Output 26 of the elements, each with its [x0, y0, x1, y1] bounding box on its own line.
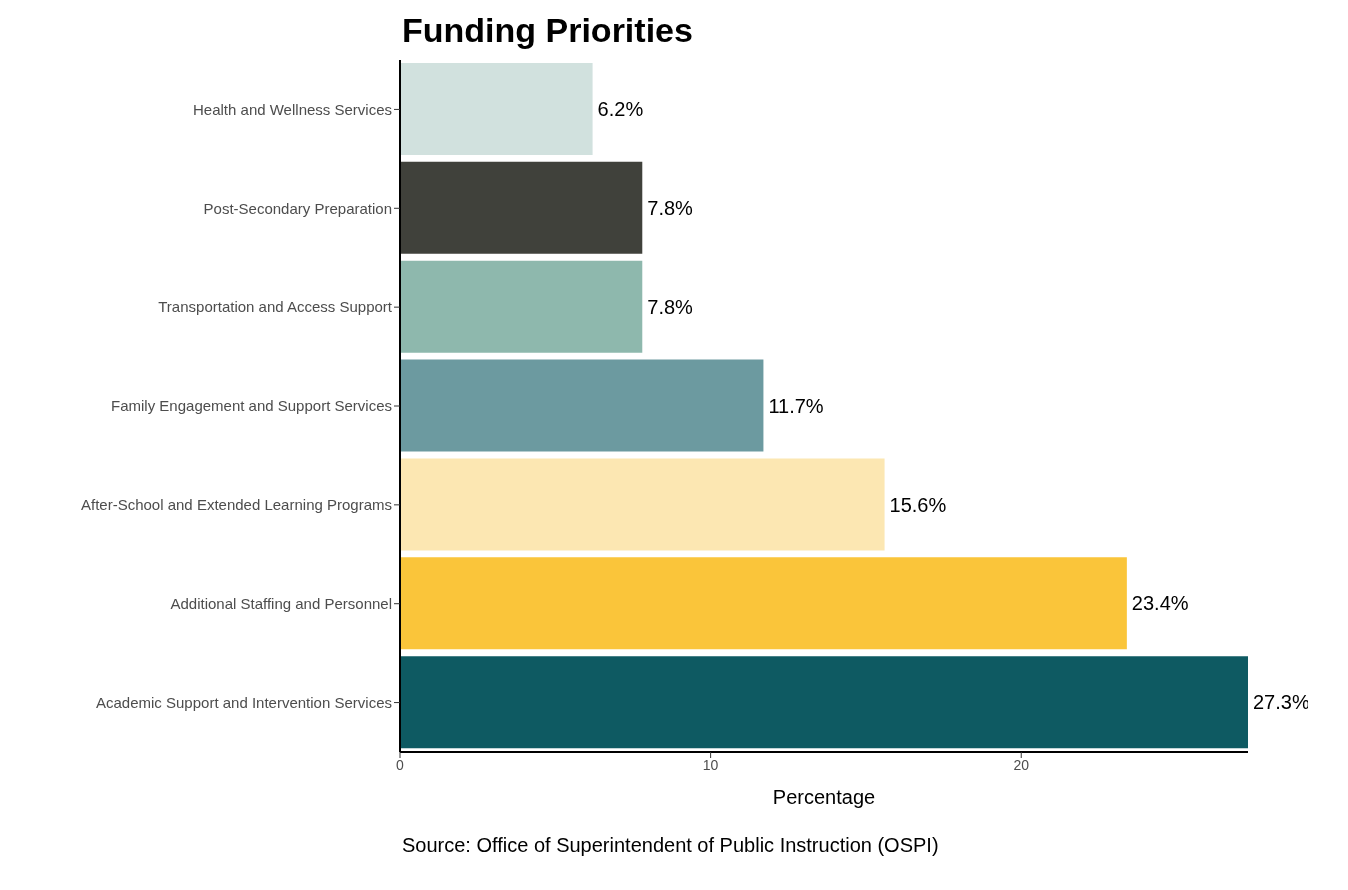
x-tick-label: 10	[702, 756, 719, 773]
data-label: 7.8%	[647, 196, 694, 219]
data-label: 11.7%	[768, 394, 824, 417]
bar	[400, 656, 1248, 749]
chart-title: Funding Priorities	[402, 10, 694, 51]
x-axis-title: Percentage	[772, 786, 876, 808]
data-label: 15.6%	[889, 493, 947, 516]
bar	[400, 557, 1127, 650]
y-tick-label: Health and Wellness Services	[193, 100, 392, 118]
x-tick-label: 20	[1013, 756, 1030, 773]
bar	[400, 63, 593, 155]
bar	[400, 359, 764, 452]
bar	[400, 260, 643, 353]
data-label: 6.2%	[597, 98, 644, 121]
y-tick-label: Post-Secondary Preparation	[203, 199, 392, 217]
y-tick-label: Additional Staffing and Personnel	[170, 595, 392, 613]
source-note: Source: Office of Superintendent of Public Instruction (OSPI)	[402, 834, 940, 857]
y-tick-label: Family Engagement and Support Services	[111, 397, 392, 415]
data-label: 7.8%	[647, 295, 694, 318]
data-label: 23.4%	[1131, 592, 1189, 615]
bar	[400, 458, 885, 551]
x-tick-label: 0	[396, 756, 405, 773]
y-tick-label: Academic Support and Intervention Services	[96, 693, 392, 711]
y-tick-label: After-School and Extended Learning Programs	[80, 496, 392, 514]
y-tick-label: Transportation and Access Support	[158, 298, 393, 316]
bar	[400, 161, 643, 254]
